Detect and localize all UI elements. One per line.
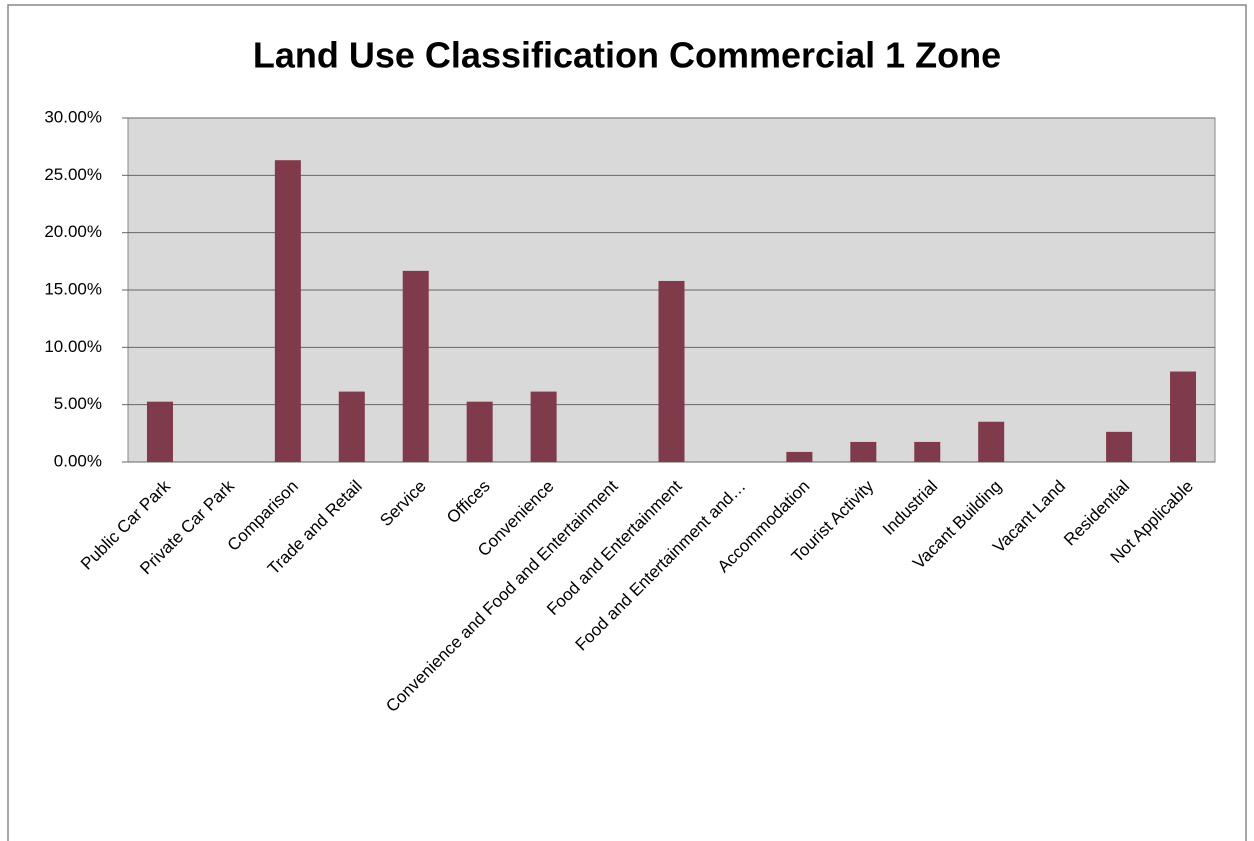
bar: [146, 401, 173, 462]
x-tick-label: Offices: [443, 477, 494, 528]
bar: [530, 391, 557, 462]
bar: [978, 421, 1005, 462]
chart-border: [7, 4, 1247, 841]
y-tick-label: 5.00%: [54, 394, 102, 413]
bar: [1170, 371, 1197, 462]
bar: [786, 451, 813, 462]
chart-title: Land Use Classification Commercial 1 Zon…: [253, 35, 1001, 76]
y-tick-label: 20.00%: [44, 222, 102, 241]
y-tick-label: 30.00%: [44, 107, 102, 126]
bar: [1106, 431, 1133, 462]
y-tick-label: 10.00%: [44, 337, 102, 356]
x-tick-label: Convenience and Food and Entertainment: [382, 476, 622, 716]
x-tick-label: Industrial: [879, 477, 941, 539]
bar: [274, 160, 301, 462]
bar: [914, 441, 941, 462]
bar: [402, 270, 429, 462]
bar: [658, 280, 685, 462]
x-tick-label: Service: [376, 477, 430, 531]
y-tick-label: 25.00%: [44, 165, 102, 184]
bar: [850, 441, 877, 462]
bar: [338, 391, 365, 462]
y-tick-label: 15.00%: [44, 279, 102, 298]
bar: [466, 401, 493, 462]
y-tick-label: 0.00%: [54, 451, 102, 470]
